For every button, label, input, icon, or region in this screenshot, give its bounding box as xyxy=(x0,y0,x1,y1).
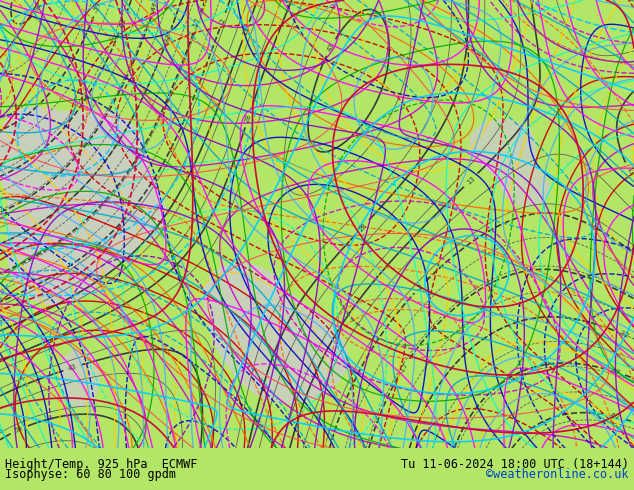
Text: 28: 28 xyxy=(244,113,252,123)
Text: -2: -2 xyxy=(416,282,425,292)
Text: 13: 13 xyxy=(242,25,250,36)
Text: 13: 13 xyxy=(625,166,634,176)
Text: 43: 43 xyxy=(67,364,77,372)
Text: -92: -92 xyxy=(32,1,44,14)
Text: -32: -32 xyxy=(617,329,630,339)
Text: -62: -62 xyxy=(118,16,128,29)
Text: -17: -17 xyxy=(398,361,410,374)
Text: 13: 13 xyxy=(465,175,476,185)
Text: -62: -62 xyxy=(609,413,621,421)
Text: Tu 11-06-2024 18:00 UTC (18+144): Tu 11-06-2024 18:00 UTC (18+144) xyxy=(401,458,629,470)
Text: 58: 58 xyxy=(14,425,24,434)
Text: 28: 28 xyxy=(358,221,368,232)
Text: 43: 43 xyxy=(326,42,335,53)
Text: Height/Temp. 925 hPa  ECMWF: Height/Temp. 925 hPa ECMWF xyxy=(5,458,197,470)
Text: -47: -47 xyxy=(609,367,621,376)
Text: -77: -77 xyxy=(93,0,102,13)
Text: -2: -2 xyxy=(219,16,226,25)
Text: Isophyse: 60 80 100 gpdm: Isophyse: 60 80 100 gpdm xyxy=(5,468,176,481)
Text: -32: -32 xyxy=(163,32,172,45)
Text: ©weatheronline.co.uk: ©weatheronline.co.uk xyxy=(486,468,629,481)
Text: -47: -47 xyxy=(150,0,160,13)
Text: -17: -17 xyxy=(193,16,202,29)
